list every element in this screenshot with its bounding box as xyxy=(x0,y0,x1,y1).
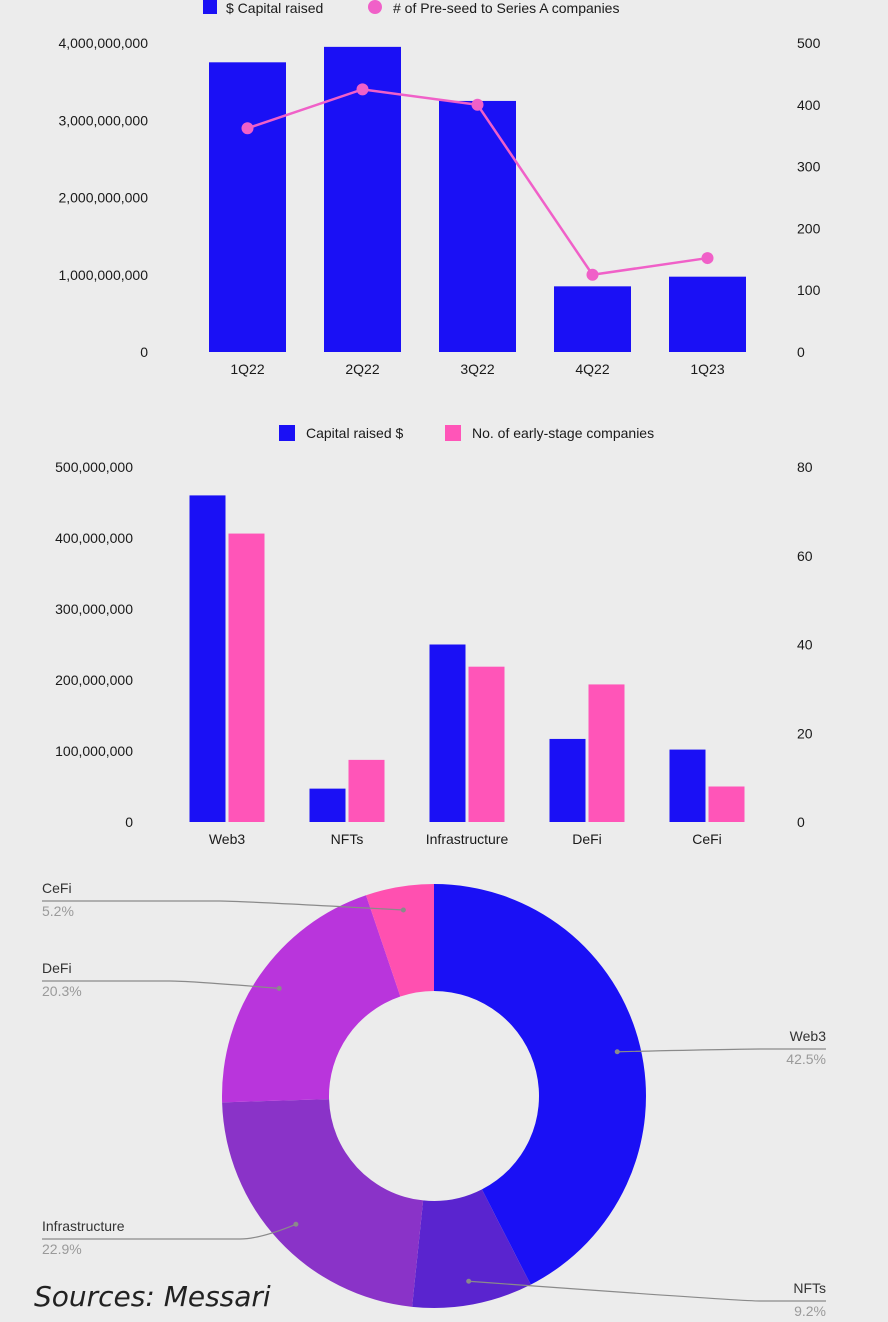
legend-swatch-capital-raised xyxy=(279,425,295,441)
leader-dot xyxy=(276,985,282,991)
bar-capital-1q22 xyxy=(209,62,286,352)
donut-label-web3: Web3 42.5% xyxy=(614,1028,827,1067)
right-axis-tick: 0 xyxy=(797,814,805,830)
donut-slice-web3 xyxy=(434,884,647,1285)
left-axis-tick: 1,000,000,000 xyxy=(58,267,148,283)
slice-percent: 20.3% xyxy=(42,983,82,999)
leader-line xyxy=(468,1280,826,1302)
bar-capital-3q22 xyxy=(439,100,516,352)
legend-label-early-stage-count: No. of early-stage companies xyxy=(472,425,654,441)
leader-line xyxy=(617,1048,826,1053)
bar-capital-1q23 xyxy=(669,276,746,352)
left-axis-tick: 3,000,000,000 xyxy=(58,112,148,128)
legend-swatch-early-stage-count xyxy=(445,425,461,441)
point-company-count-3q22 xyxy=(471,98,484,111)
x-tick-1q23: 1Q23 xyxy=(690,361,724,377)
quarterly-capital-chart: $ Capital raised # of Pre-seed to Series … xyxy=(58,0,821,377)
slice-label: Web3 xyxy=(790,1028,827,1044)
sector-capital-chart: Capital raised $ No. of early-stage compa… xyxy=(55,425,813,847)
slice-percent: 5.2% xyxy=(42,903,74,919)
point-company-count-1q23 xyxy=(701,252,714,265)
x-tick-infrastructure: Infrastructure xyxy=(426,831,509,847)
bar-early-stage-count-defi xyxy=(588,684,625,822)
legend-swatch-capital-raised xyxy=(203,0,217,14)
donut-label-infrastructure: Infrastructure 22.9% xyxy=(42,1218,299,1257)
donut-label-nfts: NFTs 9.2% xyxy=(466,1278,826,1319)
bar-capital-web3 xyxy=(189,495,226,822)
slice-label: NFTs xyxy=(793,1280,826,1296)
donut-label-cefi: CeFi 5.2% xyxy=(42,880,406,919)
bar-early-stage-count-infrastructure xyxy=(468,666,505,822)
bar-capital-defi xyxy=(549,738,586,822)
x-tick-web3: Web3 xyxy=(209,831,246,847)
right-axis-tick: 80 xyxy=(797,459,813,475)
right-axis-tick: 200 xyxy=(797,220,821,236)
x-tick-2q22: 2Q22 xyxy=(345,361,379,377)
leader-dot xyxy=(614,1049,620,1055)
left-axis-tick: 2,000,000,000 xyxy=(58,190,148,206)
donut-slice-infrastructure xyxy=(222,1099,424,1307)
bar-early-stage-count-nfts xyxy=(348,759,385,822)
leader-line xyxy=(42,980,280,990)
right-axis-tick: 100 xyxy=(797,282,821,298)
point-company-count-4q22 xyxy=(586,268,599,281)
left-axis-tick: 500,000,000 xyxy=(55,459,133,475)
x-tick-3q22: 3Q22 xyxy=(460,361,494,377)
slice-label: CeFi xyxy=(42,880,72,896)
slice-label: DeFi xyxy=(42,960,72,976)
left-axis-tick: 200,000,000 xyxy=(55,672,133,688)
bar-early-stage-count-cefi xyxy=(708,786,745,822)
donut-label-defi: DeFi 20.3% xyxy=(42,960,282,999)
right-axis-tick: 40 xyxy=(797,637,813,653)
legend-swatch-company-count xyxy=(368,0,382,14)
slice-percent: 42.5% xyxy=(786,1051,826,1067)
leader-dot xyxy=(466,1278,472,1284)
right-axis-tick: 400 xyxy=(797,97,821,113)
x-tick-defi: DeFi xyxy=(572,831,602,847)
x-tick-4q22: 4Q22 xyxy=(575,361,609,377)
point-company-count-1q22 xyxy=(241,122,254,135)
left-axis-tick: 0 xyxy=(125,814,133,830)
bar-capital-infrastructure xyxy=(429,644,466,822)
bar-capital-cefi xyxy=(669,749,706,822)
legend-label-company-count: # of Pre-seed to Series A companies xyxy=(393,0,619,16)
bar-early-stage-count-web3 xyxy=(228,533,265,822)
bar-capital-nfts xyxy=(309,788,346,822)
slice-percent: 9.2% xyxy=(794,1303,826,1319)
chart1-legend: $ Capital raised # of Pre-seed to Series … xyxy=(203,0,619,16)
legend-label-capital-raised: $ Capital raised xyxy=(226,0,323,16)
left-axis-tick: 4,000,000,000 xyxy=(58,35,148,51)
legend-label-capital-raised: Capital raised $ xyxy=(306,425,403,441)
left-axis-tick: 400,000,000 xyxy=(55,530,133,546)
right-axis-tick: 60 xyxy=(797,548,813,564)
leader-dot xyxy=(293,1221,299,1227)
right-axis-tick: 0 xyxy=(797,344,805,360)
donut-slice-defi xyxy=(222,895,401,1103)
donut-slice-cefi xyxy=(366,884,434,997)
leader-line xyxy=(42,900,404,911)
x-tick-1q22: 1Q22 xyxy=(230,361,264,377)
left-axis-tick: 300,000,000 xyxy=(55,601,133,617)
leader-line xyxy=(42,1223,297,1240)
right-axis-tick: 300 xyxy=(797,159,821,175)
slice-label: Infrastructure xyxy=(42,1218,125,1234)
right-axis-tick: 500 xyxy=(797,35,821,51)
left-axis-tick: 100,000,000 xyxy=(55,743,133,759)
chart2-legend: Capital raised $ No. of early-stage compa… xyxy=(279,425,654,441)
x-tick-nfts: NFTs xyxy=(331,831,364,847)
right-axis-tick: 20 xyxy=(797,725,813,741)
donut-slice-nfts xyxy=(412,1189,531,1308)
sector-share-donut-chart: Web3 42.5% NFTs 9.2% Infrastructure 22.9% DeFi… xyxy=(42,880,827,1319)
left-axis-tick: 0 xyxy=(140,344,148,360)
slice-percent: 22.9% xyxy=(42,1241,82,1257)
x-tick-cefi: CeFi xyxy=(692,831,722,847)
leader-dot xyxy=(400,907,406,913)
source-caption: Sources: Messari xyxy=(34,1280,271,1313)
bar-capital-4q22 xyxy=(554,286,631,352)
point-company-count-2q22 xyxy=(356,83,369,96)
